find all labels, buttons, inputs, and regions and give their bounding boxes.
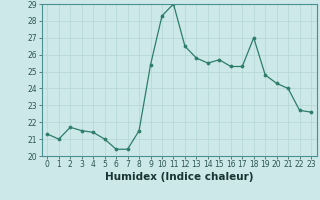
X-axis label: Humidex (Indice chaleur): Humidex (Indice chaleur) bbox=[105, 172, 253, 182]
